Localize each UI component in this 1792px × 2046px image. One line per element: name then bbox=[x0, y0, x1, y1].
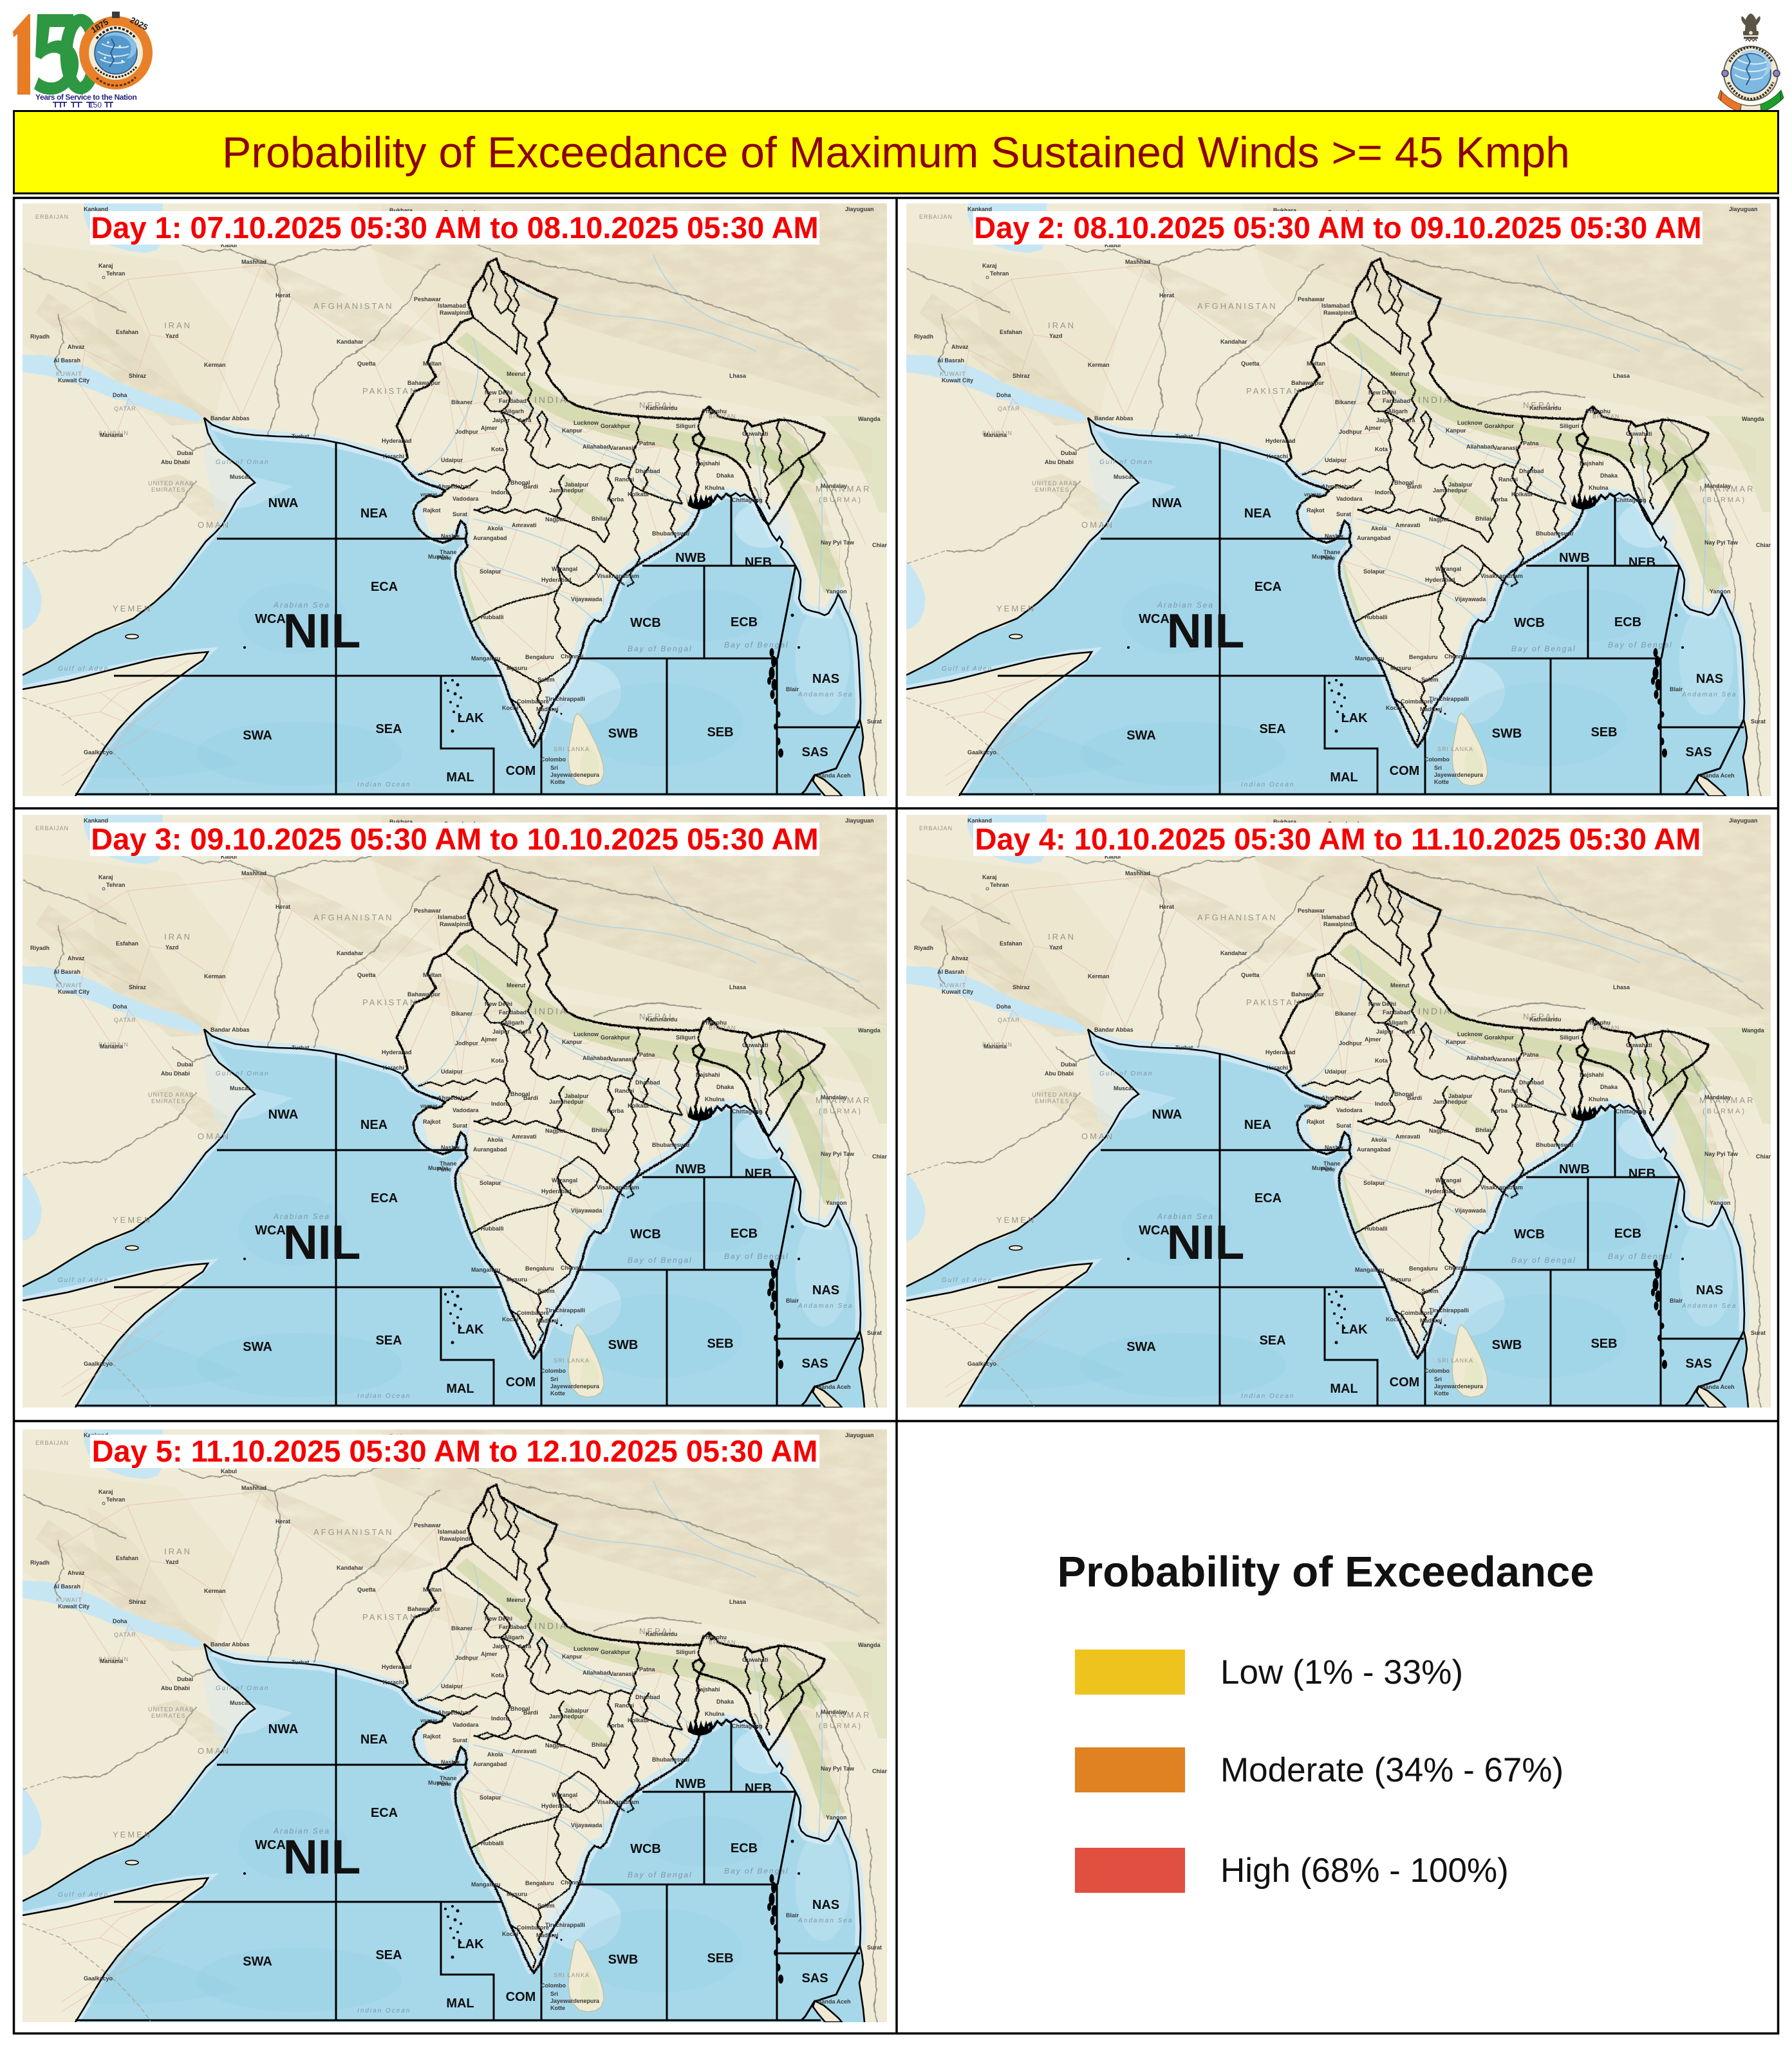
svg-text:150: 150 bbox=[89, 100, 102, 109]
svg-text:Years of Service to the Nation: Years of Service to the Nation bbox=[35, 93, 136, 102]
